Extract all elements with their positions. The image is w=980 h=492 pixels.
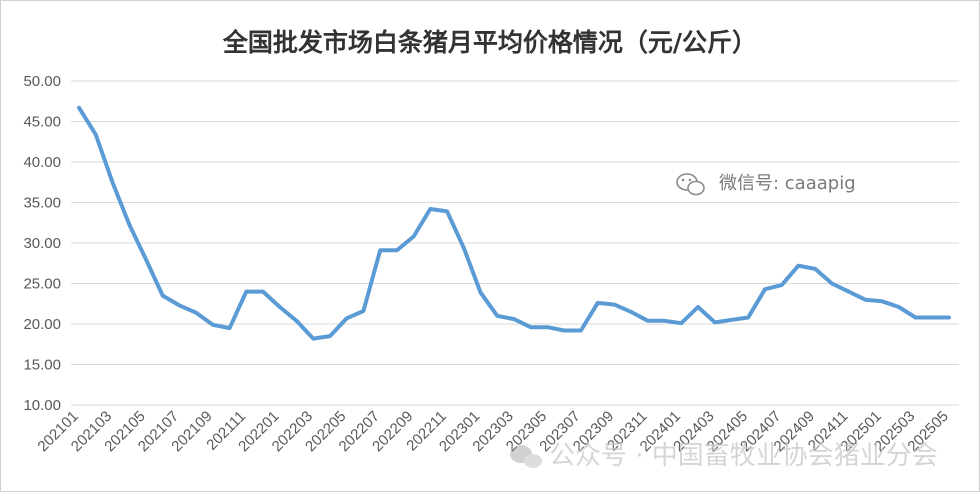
data-point [127,222,131,226]
data-point [847,290,851,294]
data-point [512,317,516,321]
data-point [479,290,483,294]
data-point [295,319,299,323]
y-tick-label: 30.00 [23,235,61,252]
data-point [194,311,198,315]
watermark-wechat: 微信号: caaapig [676,173,856,196]
data-point [94,132,98,136]
data-point [696,305,700,309]
data-point [679,321,683,325]
data-point [261,290,265,294]
data-point [412,235,416,239]
gridlines [71,80,959,406]
data-point [462,246,466,250]
data-point [880,299,884,303]
data-point [110,180,114,184]
data-point [746,316,750,320]
data-point [897,305,901,309]
y-tick-label: 40.00 [23,154,61,171]
data-point [378,248,382,252]
y-tick-label: 25.00 [23,276,61,293]
data-point [646,319,650,323]
watermark-wechat-text: 微信号: caaapig [719,173,856,194]
y-tick-label: 45.00 [23,114,61,131]
data-point [529,325,533,329]
y-tick-label: 35.00 [23,195,61,212]
data-point [663,319,667,323]
data-point [914,316,918,320]
data-point [713,320,717,324]
data-point [763,287,767,291]
data-point [780,283,784,287]
data-point [947,316,951,320]
data-point [495,314,499,318]
series-group [77,105,951,341]
data-point [579,328,583,332]
data-point [395,248,399,252]
y-tick-label: 20.00 [23,316,61,333]
data-point [813,267,817,271]
y-tick-label: 50.00 [23,73,61,90]
data-point [77,106,81,110]
data-point [144,257,148,261]
watermark-public-account-text: 公众号 · 中国畜牧业协会猪业分会 [549,441,938,471]
data-point [863,298,867,302]
data-point [211,323,215,327]
data-point [345,316,349,320]
data-point [228,326,232,330]
data-point [596,301,600,305]
data-point [428,207,432,211]
chart-title: 全国批发市场白条猪月平均价格情况（元/公斤） [222,28,758,57]
y-tick-label: 15.00 [23,357,61,374]
data-point [311,337,315,341]
data-point [244,290,248,294]
data-point [796,264,800,268]
wechat-icon [676,173,705,196]
data-point [562,328,566,332]
data-point [361,309,365,313]
series-line [77,105,951,341]
data-point [830,282,834,286]
y-tick-label: 10.00 [23,397,61,414]
data-point [328,334,332,338]
data-point [629,310,633,314]
data-point [177,303,181,307]
data-point [445,209,449,213]
data-point [161,294,165,298]
y-axis-ticks: 10.00 15.00 20.00 25.00 30.00 35.00 40.00 45.00… [23,73,61,414]
data-point [545,325,549,329]
data-point [612,303,616,307]
wechat-watermark-icon [510,445,542,468]
watermark-public-account: 公众号 · 中国畜牧业协会猪业分会 [510,441,938,471]
data-point [930,316,934,320]
data-point [730,318,734,322]
data-point [278,305,282,309]
